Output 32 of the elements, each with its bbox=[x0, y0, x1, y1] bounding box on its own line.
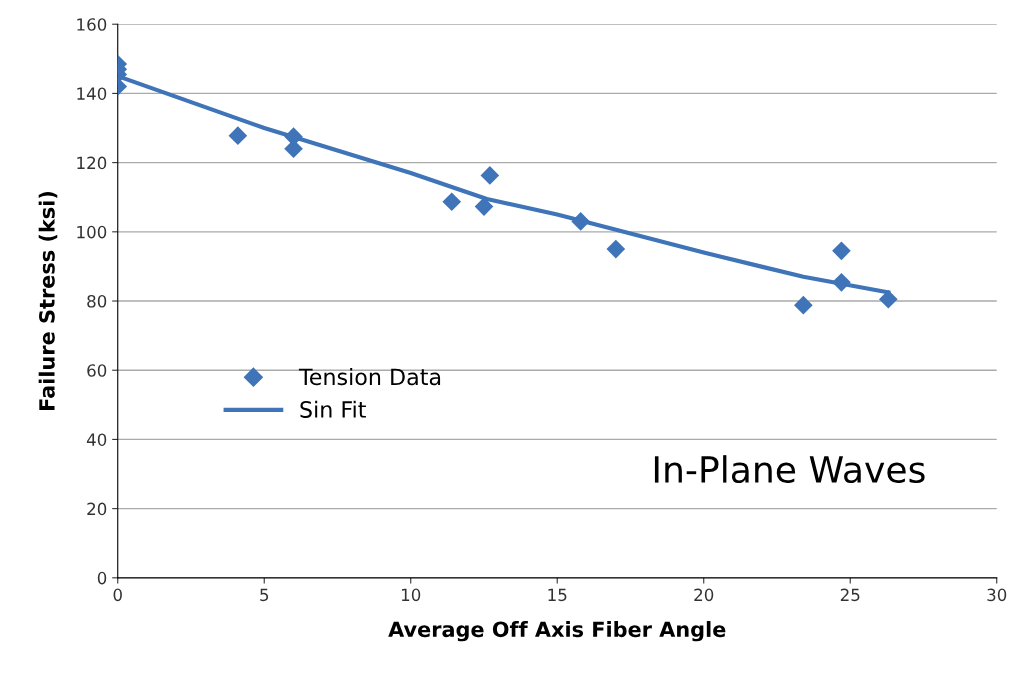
point bbox=[228, 126, 248, 145]
point bbox=[879, 289, 898, 309]
x-tick-label: 30 bbox=[987, 588, 1007, 602]
y-tick-label: 140 bbox=[77, 87, 107, 100]
point bbox=[832, 241, 851, 261]
x-tick-label: 25 bbox=[840, 588, 860, 602]
legend-label: Sin Fit bbox=[300, 400, 366, 418]
y-tick-label: 160 bbox=[77, 18, 107, 31]
y-tick-label: 60 bbox=[87, 364, 107, 377]
x-tick-label: 20 bbox=[694, 588, 714, 602]
point bbox=[571, 212, 590, 231]
y-tick-label: 40 bbox=[86, 433, 107, 446]
point bbox=[480, 166, 500, 185]
x-tick-label: 5 bbox=[260, 588, 269, 602]
x-axis-title: Average Off Axis Fiber Angle bbox=[388, 621, 726, 642]
point bbox=[442, 192, 462, 212]
point bbox=[606, 239, 626, 259]
point bbox=[832, 273, 851, 292]
annotation: In-Plane Waves bbox=[654, 455, 925, 484]
y-axis-title: Failure Stress (ksi) bbox=[38, 191, 58, 410]
point bbox=[474, 197, 494, 216]
y-tick-label: 20 bbox=[87, 502, 107, 516]
y-tick-label: 80 bbox=[87, 294, 107, 308]
x-tick-label: 10 bbox=[401, 588, 421, 602]
y-tick-label: 120 bbox=[77, 156, 107, 170]
point bbox=[794, 295, 813, 315]
legend-label: Tension Data bbox=[298, 368, 441, 386]
y-tick-label: 100 bbox=[77, 225, 107, 239]
point bbox=[284, 139, 303, 159]
x-tick-label: 15 bbox=[548, 588, 567, 602]
x-tick-label: 0 bbox=[113, 588, 122, 602]
y-tick-label: 0 bbox=[97, 571, 107, 585]
